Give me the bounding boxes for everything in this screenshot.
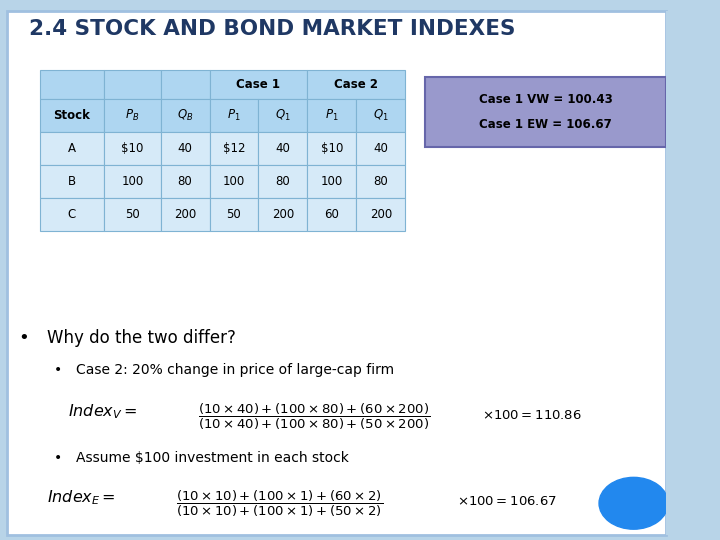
Text: $P_1$: $P_1$ xyxy=(325,107,338,123)
FancyBboxPatch shape xyxy=(356,98,405,132)
Text: 200: 200 xyxy=(174,208,196,221)
Text: 100: 100 xyxy=(122,175,143,188)
Text: 50: 50 xyxy=(227,208,241,221)
FancyBboxPatch shape xyxy=(258,165,307,198)
FancyBboxPatch shape xyxy=(307,132,356,165)
FancyBboxPatch shape xyxy=(104,98,161,132)
Text: 40: 40 xyxy=(178,142,192,155)
FancyBboxPatch shape xyxy=(40,98,104,132)
FancyBboxPatch shape xyxy=(104,165,161,198)
FancyBboxPatch shape xyxy=(161,70,210,98)
Text: •: • xyxy=(54,363,62,377)
Text: Case 1: Case 1 xyxy=(236,78,281,91)
Text: Case 1 EW = 106.67: Case 1 EW = 106.67 xyxy=(479,118,612,131)
Text: •: • xyxy=(18,329,29,347)
Text: $\dfrac{(10\times10)+(100\times1)+(60\times2)}{(10\times10)+(100\times1)+(50\tim: $\dfrac{(10\times10)+(100\times1)+(60\ti… xyxy=(176,489,384,519)
FancyBboxPatch shape xyxy=(40,198,104,231)
Text: $\mathit{Index}_V=$: $\mathit{Index}_V=$ xyxy=(68,402,138,421)
FancyBboxPatch shape xyxy=(210,98,258,132)
FancyBboxPatch shape xyxy=(161,132,210,165)
FancyBboxPatch shape xyxy=(40,70,104,98)
FancyBboxPatch shape xyxy=(356,132,405,165)
Text: Stock: Stock xyxy=(53,109,91,122)
FancyBboxPatch shape xyxy=(425,77,666,147)
FancyBboxPatch shape xyxy=(307,165,356,198)
FancyBboxPatch shape xyxy=(210,165,258,198)
Text: $P_B$: $P_B$ xyxy=(125,107,140,123)
FancyBboxPatch shape xyxy=(161,165,210,198)
Text: 2.4 STOCK AND BOND MARKET INDEXES: 2.4 STOCK AND BOND MARKET INDEXES xyxy=(29,19,516,39)
FancyBboxPatch shape xyxy=(104,70,161,98)
FancyBboxPatch shape xyxy=(104,198,161,231)
FancyBboxPatch shape xyxy=(307,70,405,98)
FancyBboxPatch shape xyxy=(210,70,307,98)
FancyBboxPatch shape xyxy=(258,198,307,231)
Text: $Q_B$: $Q_B$ xyxy=(177,107,193,123)
Text: 80: 80 xyxy=(276,175,290,188)
FancyBboxPatch shape xyxy=(356,165,405,198)
Text: $\dfrac{(10\times40)+(100\times80)+(60\times200)}{(10\times40)+(100\times80)+(50: $\dfrac{(10\times40)+(100\times80)+(60\t… xyxy=(198,402,431,433)
Text: $\times100=106.67$: $\times100=106.67$ xyxy=(457,495,557,508)
Text: Assume $100 investment in each stock: Assume $100 investment in each stock xyxy=(76,451,348,465)
Text: 200: 200 xyxy=(370,208,392,221)
FancyBboxPatch shape xyxy=(161,98,210,132)
Text: •: • xyxy=(54,451,62,465)
Text: Case 2: Case 2 xyxy=(334,78,379,91)
Text: $P_1$: $P_1$ xyxy=(228,107,240,123)
Text: 100: 100 xyxy=(223,175,245,188)
Text: Why do the two differ?: Why do the two differ? xyxy=(47,329,235,347)
Text: $\mathit{Index}_E=$: $\mathit{Index}_E=$ xyxy=(47,489,115,508)
FancyBboxPatch shape xyxy=(307,98,356,132)
FancyBboxPatch shape xyxy=(210,198,258,231)
Text: Case 2: 20% change in price of large-cap firm: Case 2: 20% change in price of large-cap… xyxy=(76,363,394,377)
Text: 200: 200 xyxy=(272,208,294,221)
Text: 100: 100 xyxy=(321,175,343,188)
Text: $12: $12 xyxy=(222,142,246,155)
FancyBboxPatch shape xyxy=(258,98,307,132)
FancyBboxPatch shape xyxy=(40,132,104,165)
Text: 40: 40 xyxy=(374,142,388,155)
Text: $Q_1$: $Q_1$ xyxy=(275,107,291,123)
Text: C: C xyxy=(68,208,76,221)
FancyBboxPatch shape xyxy=(40,165,104,198)
Text: $Q_1$: $Q_1$ xyxy=(373,107,389,123)
Text: $10: $10 xyxy=(121,142,144,155)
Text: 40: 40 xyxy=(276,142,290,155)
Text: B: B xyxy=(68,175,76,188)
FancyBboxPatch shape xyxy=(104,132,161,165)
Circle shape xyxy=(599,477,668,529)
FancyBboxPatch shape xyxy=(258,132,307,165)
Text: 80: 80 xyxy=(374,175,388,188)
FancyBboxPatch shape xyxy=(307,198,356,231)
Text: 60: 60 xyxy=(325,208,339,221)
FancyBboxPatch shape xyxy=(161,198,210,231)
Text: $\times100=110.86$: $\times100=110.86$ xyxy=(482,409,582,422)
Text: A: A xyxy=(68,142,76,155)
FancyBboxPatch shape xyxy=(210,132,258,165)
Text: 50: 50 xyxy=(125,208,140,221)
Text: 80: 80 xyxy=(178,175,192,188)
FancyBboxPatch shape xyxy=(356,198,405,231)
Text: $10: $10 xyxy=(320,142,343,155)
Text: Case 1 VW = 100.43: Case 1 VW = 100.43 xyxy=(479,93,612,106)
